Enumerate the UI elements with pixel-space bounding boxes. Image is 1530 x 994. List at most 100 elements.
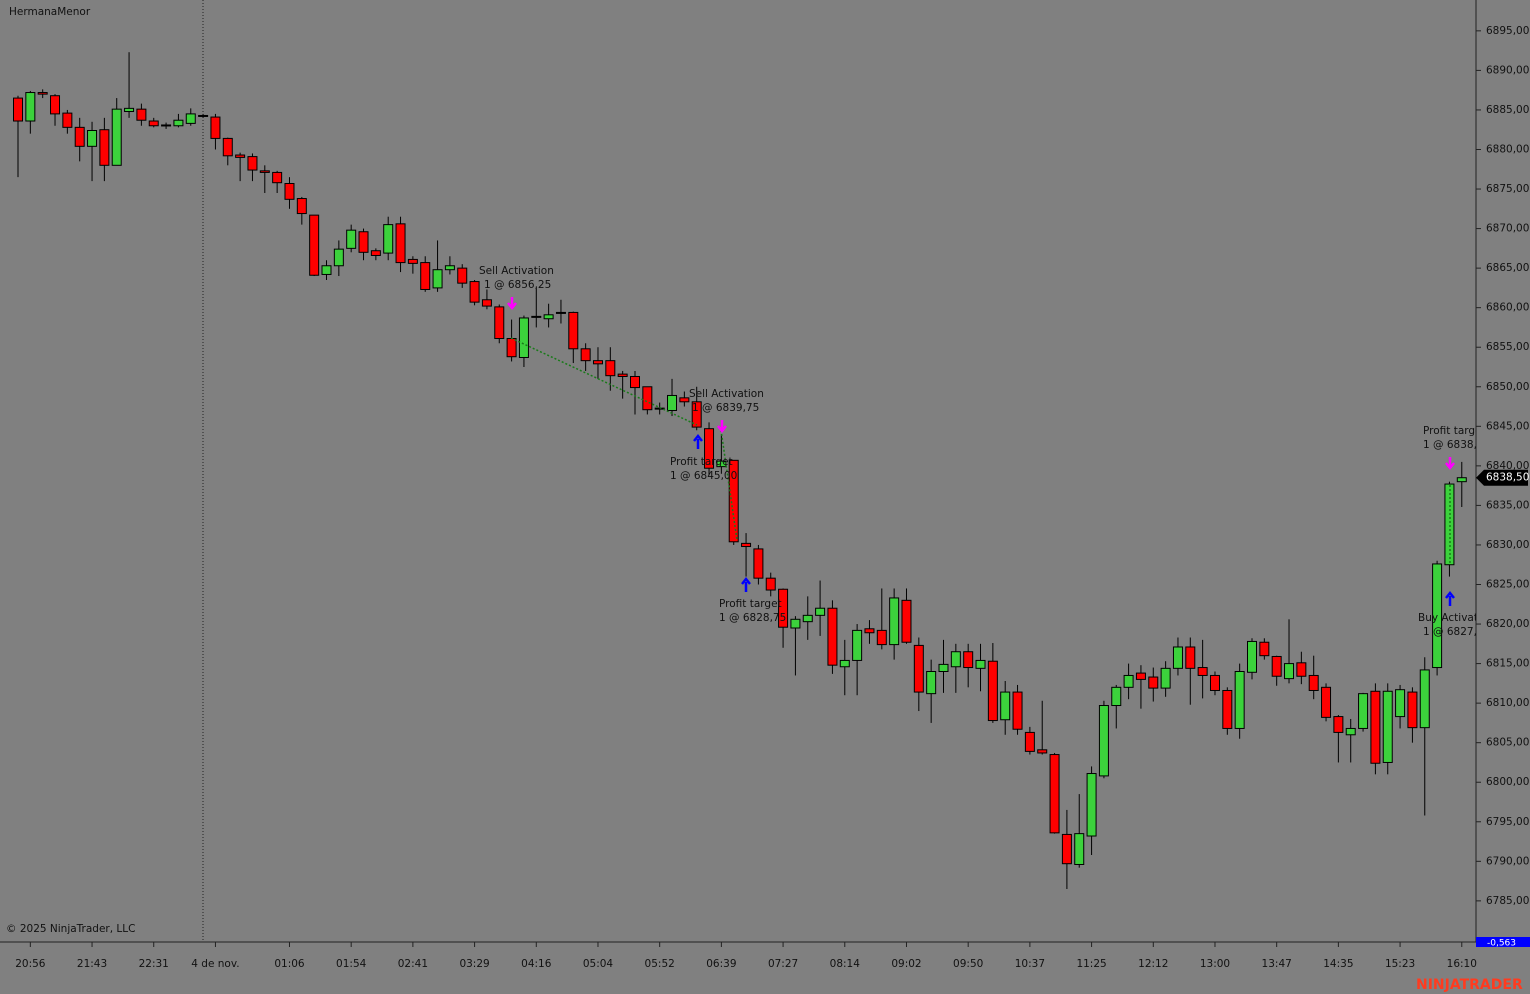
candle-body bbox=[679, 397, 690, 403]
x-tick-label: 07:27 bbox=[768, 958, 798, 970]
trade-line bbox=[720, 429, 738, 541]
x-tick-label: 12:12 bbox=[1138, 958, 1168, 970]
candle-body bbox=[494, 306, 505, 340]
candle-body bbox=[1135, 672, 1146, 680]
candle-body bbox=[1061, 833, 1072, 865]
candle-body bbox=[642, 386, 653, 411]
x-tick-label: 20:56 bbox=[15, 958, 46, 970]
candle-body bbox=[148, 120, 159, 127]
candle-body bbox=[1308, 674, 1319, 691]
candle-body bbox=[407, 258, 418, 264]
candle-body bbox=[333, 248, 344, 267]
annotation-detail: 1 @ 6827,5 bbox=[1423, 626, 1484, 638]
candle-body bbox=[173, 119, 184, 127]
candle-body bbox=[99, 129, 110, 166]
y-tick-label: 6835,00 bbox=[1486, 499, 1529, 511]
candle-body bbox=[50, 95, 61, 115]
y-tick-label: 6875,00 bbox=[1486, 183, 1529, 195]
candle-body bbox=[383, 224, 394, 254]
x-tick-label: 01:06 bbox=[274, 958, 305, 970]
candle-body bbox=[87, 130, 98, 147]
candle-body bbox=[1370, 690, 1381, 764]
candle-body bbox=[1024, 731, 1035, 752]
candle-body bbox=[864, 628, 875, 634]
x-tick-label: 02:41 bbox=[398, 958, 428, 970]
candle-body bbox=[913, 644, 924, 693]
x-tick-label: 11:25 bbox=[1076, 958, 1106, 970]
last-price-label: 6838,50 bbox=[1486, 472, 1529, 484]
buy-arrow bbox=[1445, 590, 1455, 606]
indicator-box bbox=[1476, 937, 1530, 947]
candle-body bbox=[926, 671, 937, 695]
candle-body bbox=[74, 126, 85, 147]
candle-body bbox=[1271, 655, 1282, 677]
candle-body bbox=[518, 317, 529, 359]
candle-body bbox=[1086, 773, 1097, 837]
x-tick-label: 04:16 bbox=[521, 958, 552, 970]
candle-body bbox=[1222, 689, 1233, 729]
x-tick-label: 08:14 bbox=[830, 958, 861, 970]
candle-body bbox=[1172, 646, 1183, 669]
y-tick-label: 6790,00 bbox=[1486, 855, 1529, 867]
candle-body bbox=[778, 588, 789, 628]
candle-body bbox=[185, 113, 196, 124]
candle-body bbox=[457, 267, 468, 284]
candle-body bbox=[1098, 705, 1109, 777]
candle-body bbox=[420, 262, 431, 290]
y-tick-label: 6895,00 bbox=[1486, 25, 1529, 37]
sell-arrow bbox=[1445, 457, 1455, 471]
annotation-detail: 1 @ 6856,25 bbox=[484, 279, 551, 291]
candle-body bbox=[210, 116, 221, 139]
candle-body bbox=[309, 214, 320, 276]
candle-body bbox=[630, 375, 640, 389]
x-tick-label: 05:04 bbox=[583, 958, 614, 970]
x-tick-label: 16:10 bbox=[1447, 958, 1477, 970]
annotation-title: Profit target bbox=[719, 598, 782, 610]
candle-body bbox=[568, 311, 579, 350]
candle-body bbox=[790, 618, 801, 629]
candle-body bbox=[963, 651, 974, 669]
candle-body bbox=[1284, 663, 1295, 680]
candle-body bbox=[346, 229, 357, 249]
candle-body bbox=[1123, 674, 1134, 688]
candle-body bbox=[124, 107, 135, 113]
x-tick-label: 09:02 bbox=[891, 958, 921, 970]
candle-body bbox=[1358, 693, 1369, 729]
buy-arrow bbox=[741, 576, 751, 592]
candle-body bbox=[1345, 727, 1356, 736]
candle-body bbox=[161, 124, 172, 127]
candle-body bbox=[1012, 691, 1023, 730]
candle-body bbox=[1247, 640, 1257, 673]
candle-body bbox=[605, 360, 616, 377]
x-tick-label: 05:52 bbox=[645, 958, 675, 970]
y-tick-label: 6885,00 bbox=[1486, 104, 1529, 116]
y-tick-label: 6805,00 bbox=[1486, 737, 1529, 749]
candle-body bbox=[358, 231, 369, 253]
candle-body bbox=[481, 299, 492, 307]
candle-body bbox=[1148, 676, 1159, 689]
candle-body bbox=[1074, 833, 1085, 865]
y-tick-label: 6855,00 bbox=[1486, 341, 1529, 353]
candle-body bbox=[62, 112, 73, 128]
x-tick-label: 03:29 bbox=[459, 958, 489, 970]
y-tick-label: 6825,00 bbox=[1486, 578, 1529, 590]
candle-body bbox=[272, 171, 283, 184]
candle-body bbox=[13, 97, 23, 122]
annotation-title: Sell Activation bbox=[479, 265, 554, 277]
x-tick-label: 13:00 bbox=[1200, 958, 1230, 970]
candle-body bbox=[1382, 690, 1393, 763]
brand: NINJATRADER bbox=[1416, 977, 1523, 993]
candle-body bbox=[592, 360, 603, 365]
x-tick-label: 21:43 bbox=[77, 958, 107, 970]
candle-body bbox=[444, 265, 455, 271]
candle-body bbox=[555, 311, 566, 314]
candle-body bbox=[370, 250, 381, 256]
candles bbox=[13, 52, 1467, 890]
y-tick-label: 6845,00 bbox=[1486, 420, 1529, 432]
candle-body bbox=[296, 198, 307, 215]
candle-body bbox=[728, 459, 739, 543]
candle-body bbox=[975, 659, 986, 669]
candle-body bbox=[1395, 689, 1406, 718]
sell-arrow bbox=[507, 297, 517, 311]
